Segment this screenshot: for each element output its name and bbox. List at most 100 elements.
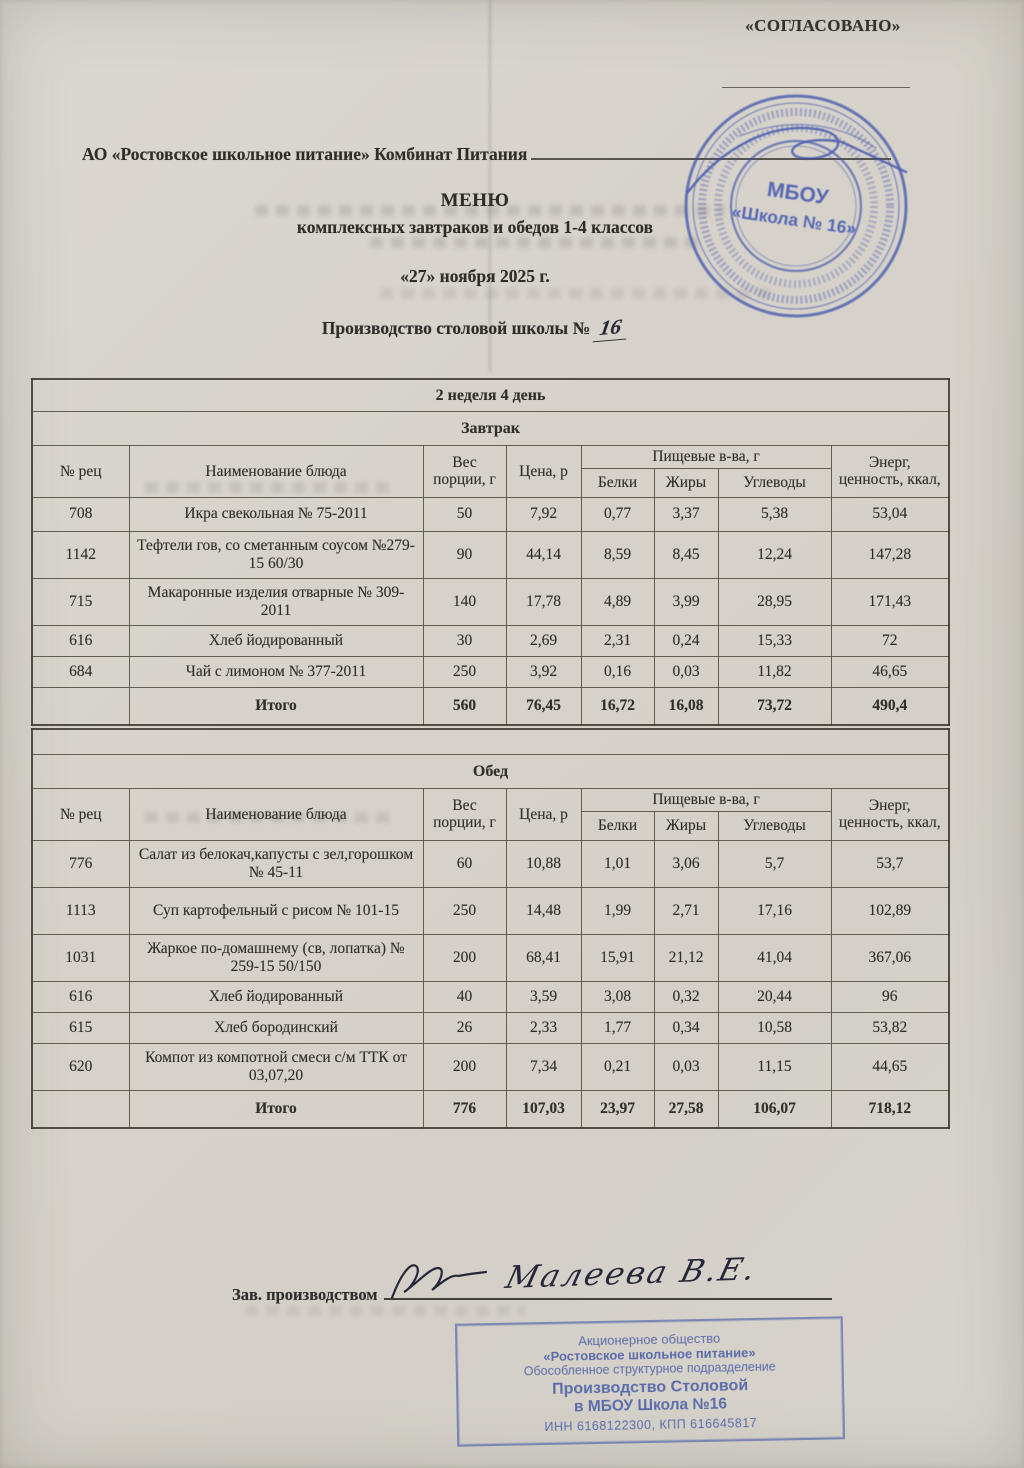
fat: 3,37 xyxy=(653,496,719,532)
carbs: 5,7 xyxy=(717,839,832,888)
rec-number: 616 xyxy=(31,624,130,657)
dish-name: Салат из белокач,капусты с зел,горошком … xyxy=(128,839,424,888)
approved-signature-line xyxy=(722,87,910,88)
energy: 102,89 xyxy=(830,886,950,935)
dish-name: Суп картофельный с рисом № 101-15 xyxy=(128,886,424,935)
table-row: 684 Чай с лимоном № 377-2011 250 3,92 0,… xyxy=(31,655,950,688)
total-protein: 23,97 xyxy=(580,1089,655,1129)
carbs: 5,38 xyxy=(717,496,832,532)
breakfast-table: 2 неделя 4 день Завтрак № рец Наименован… xyxy=(31,378,951,726)
round-stamp-graphic: МБОУ «Школа № 16» xyxy=(684,94,908,318)
table-row: 616 Хлеб йодированный 30 2,69 2,31 0,24 … xyxy=(31,624,950,657)
protein: 1,99 xyxy=(580,886,655,935)
protein: 15,91 xyxy=(580,933,655,982)
lunch-table: Обед № рец Наименование блюда Вес порции… xyxy=(31,728,950,1129)
protein: 0,21 xyxy=(580,1042,655,1091)
column-subheader-row: Белки Жиры Углеводы xyxy=(32,810,949,841)
col-weight-header: Вес порции, г xyxy=(422,445,507,498)
lunch-title: Обед xyxy=(31,754,950,789)
col-rec-header: № рец xyxy=(31,788,130,841)
weight: 140 xyxy=(422,577,507,626)
carbs: 20,44 xyxy=(717,980,832,1013)
total-protein: 16,72 xyxy=(580,686,655,726)
dish-name: Компот из компотной смеси с/м ТТК от 03,… xyxy=(128,1042,424,1091)
empty-band xyxy=(31,728,950,755)
energy: 96 xyxy=(830,980,950,1013)
column-header-row: № рец Наименование блюда Вес порции, г Ц… xyxy=(31,788,950,841)
weight: 90 xyxy=(422,530,507,579)
bleed-through-ghost xyxy=(245,1305,525,1316)
total-fat: 16,08 xyxy=(653,686,719,726)
carbs: 15,33 xyxy=(717,624,832,657)
week-day-banner: 2 неделя 4 день xyxy=(31,378,950,412)
rec-number: 684 xyxy=(31,655,130,688)
signature-block: Зав. производством Малеева В.Е. xyxy=(232,1246,832,1305)
protein: 1,01 xyxy=(580,839,655,888)
rec-number: 616 xyxy=(31,980,130,1013)
table-row: 1142 Тефтели гов, со сметанным соусом №2… xyxy=(31,530,950,579)
empty-cell xyxy=(31,1089,130,1129)
carbs: 41,04 xyxy=(717,933,832,982)
round-school-stamp: МБОУ «Школа № 16» xyxy=(680,90,912,322)
protein: 0,77 xyxy=(580,496,655,532)
column-header-row: № рец Наименование блюда Вес порции, г Ц… xyxy=(31,445,950,498)
price: 3,59 xyxy=(505,980,582,1013)
production-line: Производство столовой школы № 16 xyxy=(0,313,950,343)
total-fat: 27,58 xyxy=(653,1089,719,1129)
total-energy: 490,4 xyxy=(830,686,950,726)
table-row: 776 Салат из белокач,капусты с зел,горош… xyxy=(31,839,950,888)
paper-fold-line xyxy=(489,0,491,372)
meal-title-row: Обед xyxy=(31,754,950,789)
price: 68,41 xyxy=(505,933,582,982)
weight: 40 xyxy=(422,980,507,1013)
table-row: 616 Хлеб йодированный 40 3,59 3,08 0,32 … xyxy=(31,980,950,1013)
energy: 53,7 xyxy=(830,839,950,888)
fill-in-line xyxy=(531,158,892,160)
rec-number: 708 xyxy=(31,496,130,532)
weight: 250 xyxy=(422,886,507,935)
energy: 53,82 xyxy=(830,1011,950,1044)
col-fat-header: Жиры xyxy=(653,467,719,498)
col-fat-header: Жиры xyxy=(653,810,719,841)
protein: 0,16 xyxy=(580,655,655,688)
col-price-header: Цена, р xyxy=(505,445,582,498)
rec-number: 1142 xyxy=(31,530,130,579)
bleed-through-ghost xyxy=(380,288,770,299)
breakfast-title: Завтрак xyxy=(31,411,950,446)
rec-number: 776 xyxy=(31,839,130,888)
fat: 8,45 xyxy=(653,530,719,579)
price: 17,78 xyxy=(505,577,582,626)
production-label: Производство столовой школы № xyxy=(321,318,591,338)
carbs: 12,24 xyxy=(717,530,832,579)
dish-name: Хлеб бородинский xyxy=(128,1011,424,1044)
col-carbs-header: Углеводы xyxy=(717,467,832,498)
document-title: МЕНЮ xyxy=(440,190,510,211)
energy: 44,65 xyxy=(830,1042,950,1091)
weight: 200 xyxy=(422,933,507,982)
col-nutrients-header: Пищевые в-ва, г xyxy=(580,788,832,812)
total-weight: 560 xyxy=(422,686,507,726)
weight: 26 xyxy=(422,1011,507,1044)
pen-signature-over-stamp xyxy=(686,123,908,194)
price: 2,33 xyxy=(505,1011,582,1044)
spacer-row xyxy=(31,728,950,755)
protein: 3,08 xyxy=(580,980,655,1013)
energy: 46,65 xyxy=(830,655,950,688)
energy: 171,43 xyxy=(830,577,950,626)
carbs: 17,16 xyxy=(717,886,832,935)
signature-label: Зав. производством xyxy=(232,1285,378,1304)
carbs: 11,82 xyxy=(717,655,832,688)
document-date: «27» ноября 2025 г. xyxy=(400,266,550,286)
total-label: Итого xyxy=(128,1089,424,1129)
total-carbs: 106,07 xyxy=(717,1089,832,1129)
total-weight: 776 xyxy=(422,1089,507,1129)
col-price-header: Цена, р xyxy=(505,788,582,841)
stamp-line-6: ИНН 6168122300, КПП 616645817 xyxy=(544,1415,758,1435)
energy: 53,04 xyxy=(830,496,950,532)
fat: 0,34 xyxy=(653,1011,719,1044)
fat: 21,12 xyxy=(653,933,719,982)
dish-name: Чай с лимоном № 377-2011 xyxy=(128,655,424,688)
price: 10,88 xyxy=(505,839,582,888)
dish-name: Икра свекольная № 75-2011 xyxy=(128,496,424,532)
stamp-center-line2: «Школа № 16» xyxy=(731,201,858,238)
